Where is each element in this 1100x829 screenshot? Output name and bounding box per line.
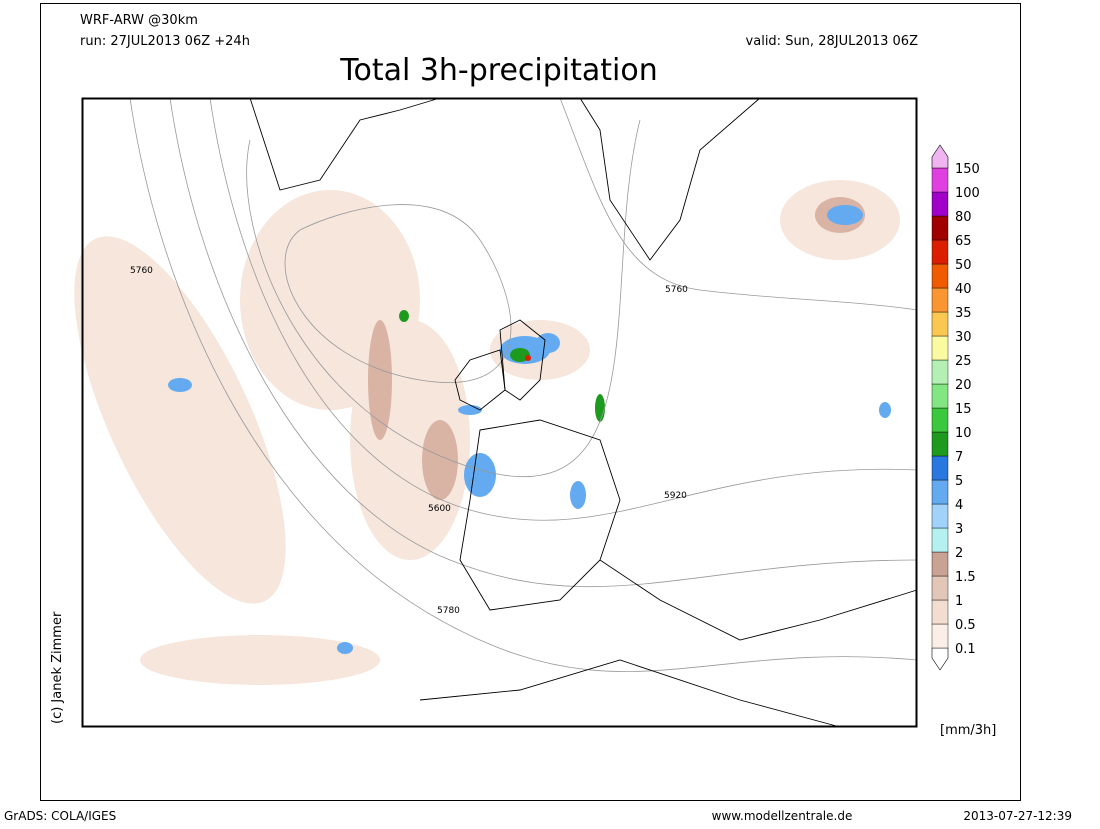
- colorbar: 0.1 0.5 1 1.5 2 3 4 5 7 10 15 20 25 30 35 40 50 65 80 100 15…: [931, 144, 980, 671]
- colorbar-segment: [931, 239, 949, 265]
- precip-peak: [525, 355, 531, 361]
- colorbar-label: 7: [955, 450, 963, 465]
- contour-label: 5780: [437, 606, 460, 616]
- credit: (c) Janek Zimmer: [50, 611, 65, 724]
- colorbar-segment: [931, 479, 949, 505]
- contour-label: 5760: [130, 266, 153, 276]
- colorbar-segment: [931, 311, 949, 337]
- contour-label: 5600: [428, 504, 451, 514]
- colorbar-segment: [931, 215, 949, 241]
- contour-label: 5760: [665, 285, 688, 295]
- contour-lines: [129, 97, 918, 672]
- model-label: WRF-ARW @30km: [80, 13, 198, 28]
- colorbar-segment: [931, 575, 949, 601]
- colorbar-segment: [931, 551, 949, 577]
- colorbar-segment: [931, 263, 949, 289]
- colorbar-label: 150: [955, 162, 980, 177]
- colorbar-label: 50: [955, 258, 972, 273]
- colorbar-label: 5: [955, 474, 963, 489]
- colorbar-label: 4: [955, 498, 963, 513]
- coastlines: [249, 97, 918, 728]
- colorbar-label: 1.5: [955, 570, 976, 585]
- title: Total 3h-precipitation: [339, 53, 658, 88]
- colorbar-segment: [931, 407, 949, 433]
- colorbar-label: 20: [955, 378, 972, 393]
- colorbar-segment: [931, 191, 949, 217]
- colorbar-segment: [931, 455, 949, 481]
- colorbar-label: 30: [955, 330, 972, 345]
- outer-frame: [40, 3, 1021, 801]
- colorbar-label: 100: [955, 186, 980, 201]
- colorbar-segment: [931, 335, 949, 361]
- footer-left: GrADS: COLA/IGES: [4, 809, 116, 823]
- colorbar-segment: [931, 359, 949, 385]
- map: 5760 5760 5600 5780 5920: [74, 97, 918, 728]
- colorbar-segment: [931, 623, 949, 649]
- colorbar-segment: [931, 287, 949, 313]
- footer-center: www.modellzentrale.de: [712, 809, 853, 823]
- map-frame: [81, 97, 918, 728]
- colorbar-label: 1: [955, 594, 963, 609]
- unit-label: [mm/3h]: [940, 723, 996, 738]
- contour-label: 5920: [664, 491, 687, 501]
- colorbar-segment: [931, 503, 949, 529]
- colorbar-label: 25: [955, 354, 972, 369]
- footer-right: 2013-07-27-12:39: [963, 809, 1072, 823]
- colorbar-label: 35: [955, 306, 972, 321]
- colorbar-label: 3: [955, 522, 963, 537]
- colorbar-segment: [931, 527, 949, 553]
- valid-label: valid: Sun, 28JUL2013 06Z: [746, 34, 919, 49]
- run-label: run: 27JUL2013 06Z +24h: [80, 34, 250, 49]
- colorbar-max-triangle: [931, 144, 949, 169]
- colorbar-label: 2: [955, 546, 963, 561]
- colorbar-label: 80: [955, 210, 972, 225]
- colorbar-segment: [931, 431, 949, 457]
- precip-moderate: [368, 197, 865, 500]
- colorbar-label: 10: [955, 426, 972, 441]
- colorbar-label: 15: [955, 402, 972, 417]
- colorbar-label: 65: [955, 234, 972, 249]
- colorbar-segment: [931, 383, 949, 409]
- colorbar-segment: [931, 599, 949, 625]
- colorbar-label: 40: [955, 282, 972, 297]
- colorbar-label: 0.5: [955, 618, 976, 633]
- colorbar-label: 0.1: [955, 642, 976, 657]
- colorbar-min-triangle: [931, 647, 949, 671]
- colorbar-segment: [931, 167, 949, 193]
